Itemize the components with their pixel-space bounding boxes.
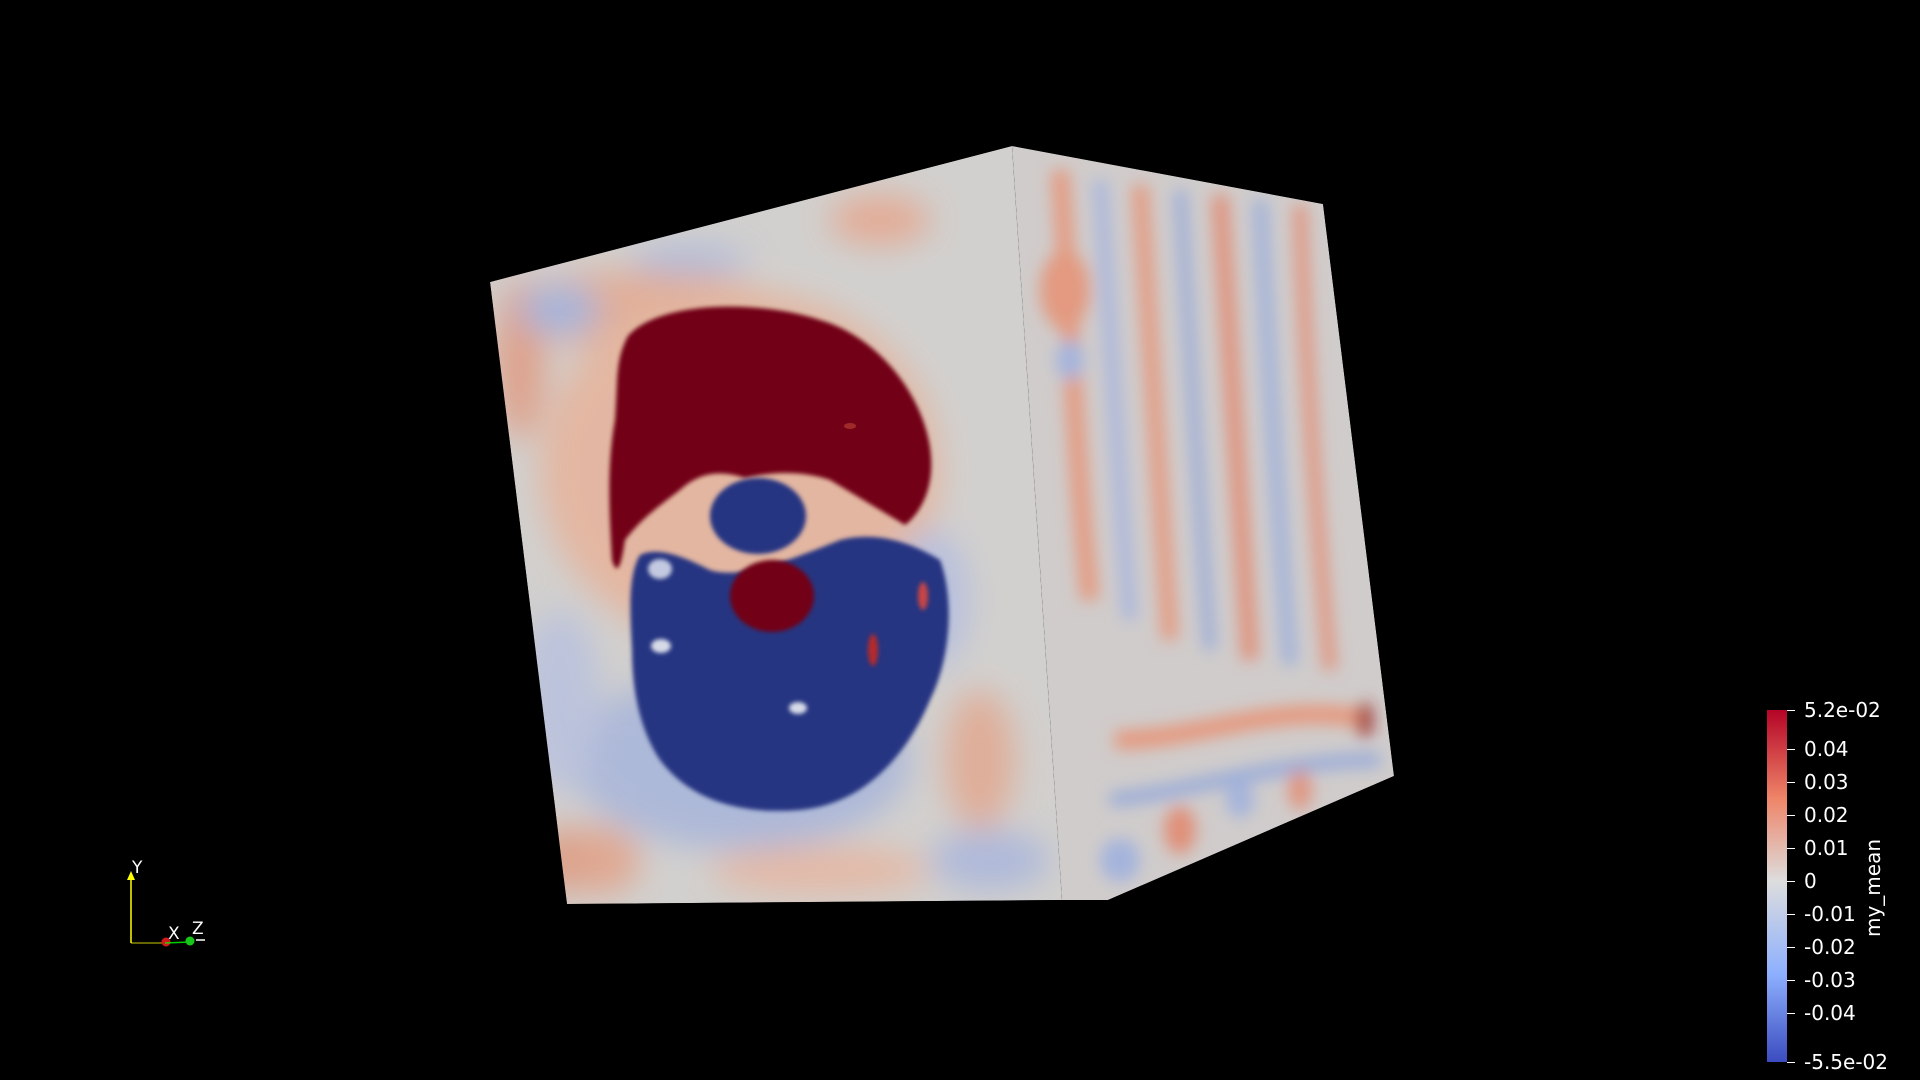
legend-tick-8-tick bbox=[1787, 1012, 1795, 1014]
legend-tick-4-tick bbox=[1787, 881, 1795, 883]
legend-title: my_mean bbox=[1861, 838, 1885, 938]
legend-tick-0-label: 0.04 bbox=[1804, 737, 1849, 762]
legend-tick-5-label: -0.01 bbox=[1804, 901, 1856, 926]
legend-tick-4-label: 0 bbox=[1804, 869, 1817, 894]
legend-tick-0-tick bbox=[1787, 749, 1795, 751]
legend-max-label: 5.2e-02 bbox=[1804, 698, 1881, 722]
x-axis-marker bbox=[161, 937, 171, 947]
y-axis-arrow bbox=[127, 871, 135, 880]
z-axis-label: Z bbox=[192, 919, 204, 939]
legend-tick-5-tick bbox=[1787, 913, 1795, 915]
legend-tick-1-tick bbox=[1787, 782, 1795, 784]
side-face bbox=[1012, 146, 1394, 900]
front-face bbox=[490, 146, 1062, 904]
legend-tick-2-tick bbox=[1787, 815, 1795, 817]
z-axis-marker bbox=[185, 936, 195, 946]
x-axis-label: X bbox=[168, 924, 180, 944]
legend-tick-6-tick bbox=[1787, 946, 1795, 948]
legend-min-tick bbox=[1787, 1062, 1795, 1063]
y-axis-label: Y bbox=[132, 858, 143, 878]
legend-tick-3-tick bbox=[1787, 848, 1795, 850]
axes-triad bbox=[127, 871, 205, 947]
legend-tick-3-label: 0.01 bbox=[1804, 836, 1849, 861]
legend-max-tick bbox=[1787, 710, 1795, 711]
legend-tick-8-label: -0.04 bbox=[1804, 1000, 1856, 1025]
legend-tick-1-label: 0.03 bbox=[1804, 770, 1849, 795]
orientation-axes-widget: Y X Z bbox=[110, 860, 220, 950]
legend-tick-7-label: -0.03 bbox=[1804, 967, 1856, 992]
legend-tick-2-label: 0.02 bbox=[1804, 803, 1849, 828]
color-legend: 5.2e-02 0.04 0.03 0.02 0.01 0 -0.01 -0.02 -0.03 -… bbox=[1760, 698, 1910, 1074]
legend-tick-6-label: -0.02 bbox=[1804, 934, 1856, 959]
legend-min-label: -5.5e-02 bbox=[1804, 1050, 1888, 1074]
legend-color-bar bbox=[1767, 710, 1787, 1062]
legend-tick-7-tick bbox=[1787, 979, 1795, 981]
